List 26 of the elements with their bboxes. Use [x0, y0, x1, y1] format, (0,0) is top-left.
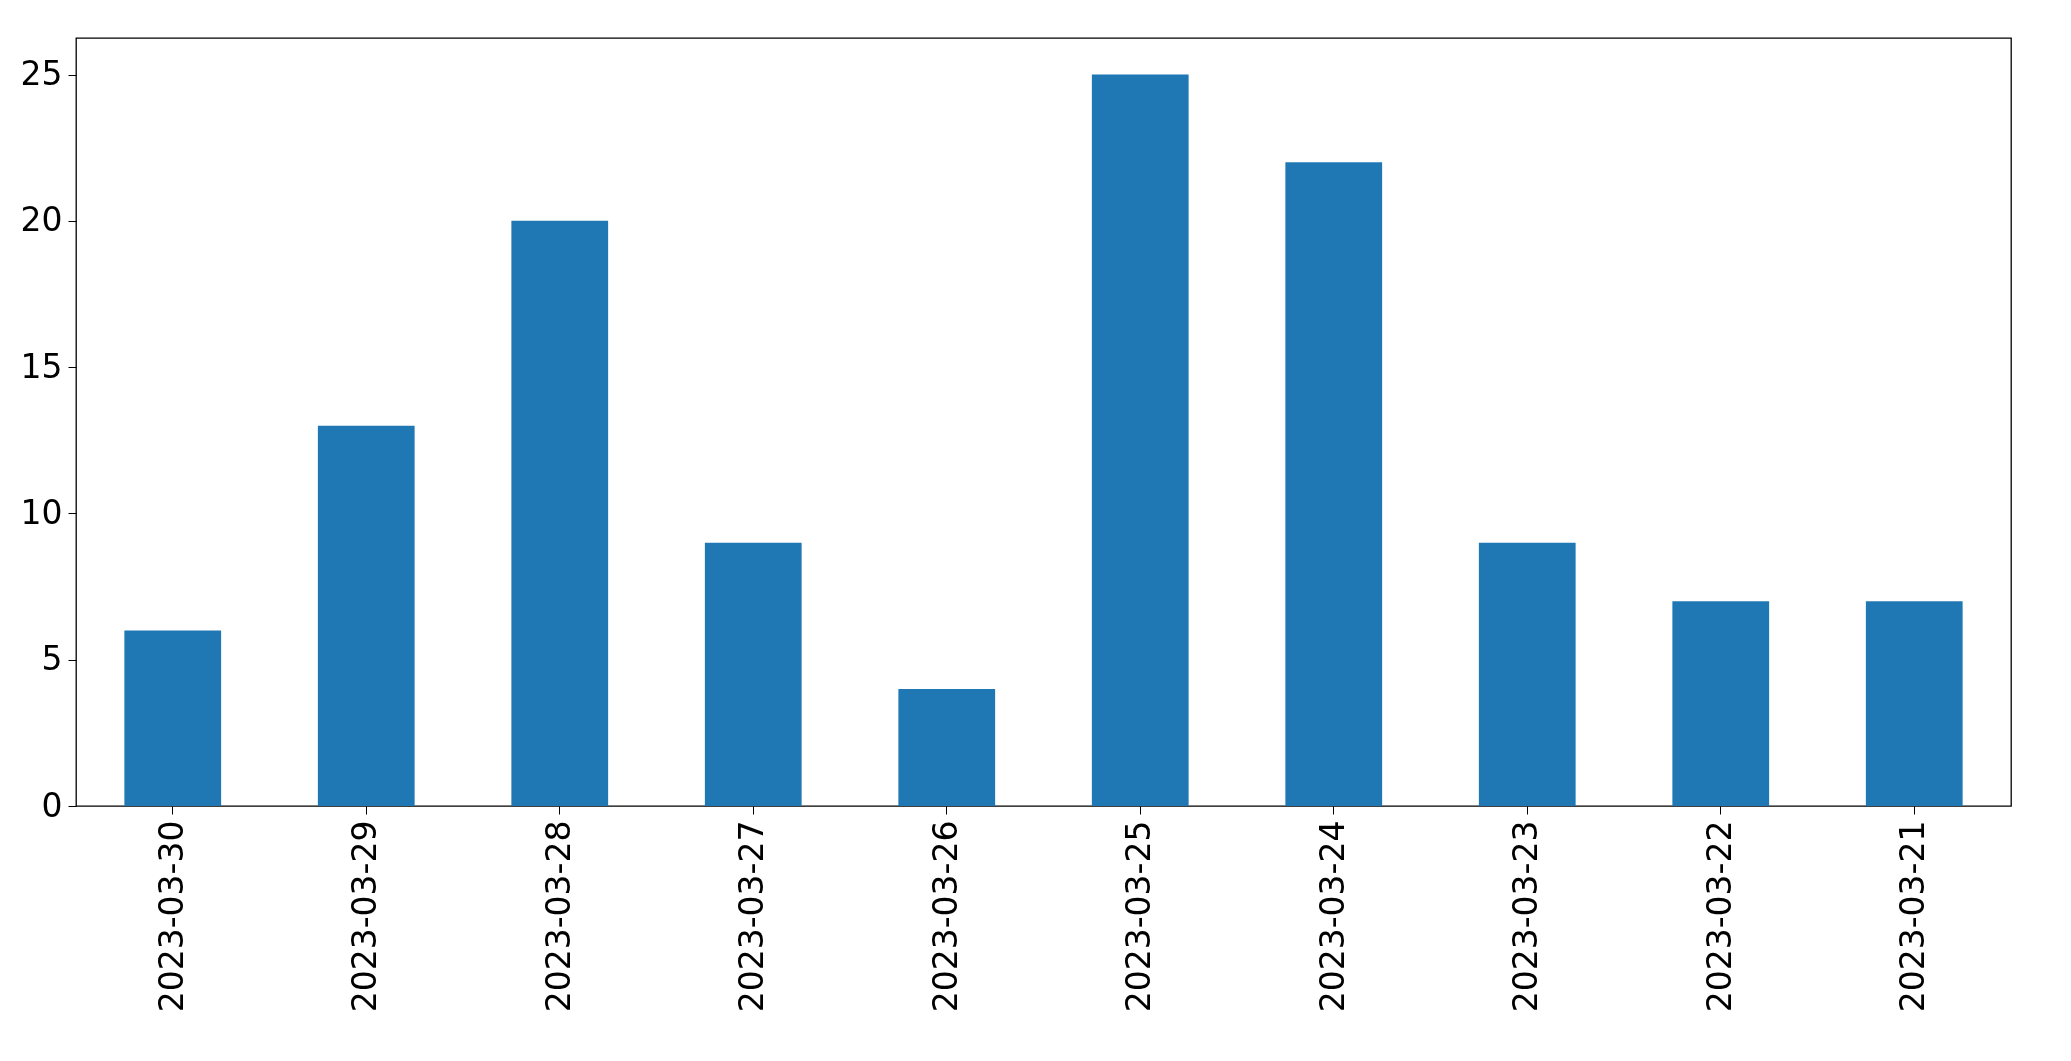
bar: [1091, 74, 1189, 806]
x-tick-label: 2023-03-25: [1119, 820, 1159, 1013]
x-tick-label: 2023-03-22: [1699, 820, 1739, 1013]
y-tick-label: 25: [20, 54, 63, 94]
y-tick-label: 15: [20, 346, 63, 386]
x-tick-label: 2023-03-29: [345, 820, 385, 1013]
bar: [511, 220, 609, 806]
x-tick-label: 2023-03-21: [1893, 820, 1933, 1013]
x-tick-label: 2023-03-30: [151, 820, 191, 1013]
bar: [1285, 162, 1383, 806]
y-tick-label: 20: [20, 200, 63, 240]
x-tick-label: 2023-03-23: [1506, 820, 1546, 1013]
x-tick-label: 2023-03-24: [1312, 820, 1352, 1013]
bar: [1672, 601, 1770, 806]
x-tick-label: 2023-03-26: [925, 820, 965, 1013]
y-tick-label: 10: [20, 492, 63, 532]
bar: [704, 542, 802, 806]
bar: [317, 425, 415, 806]
x-tick-label: 2023-03-28: [538, 820, 578, 1013]
bar: [898, 688, 996, 806]
x-tick-label: 2023-03-27: [732, 820, 772, 1013]
y-tick-label: 5: [41, 639, 63, 679]
bar: [1478, 542, 1576, 806]
y-tick-label: 0: [41, 785, 63, 825]
bar: [124, 630, 222, 806]
bar: [1865, 601, 1963, 806]
